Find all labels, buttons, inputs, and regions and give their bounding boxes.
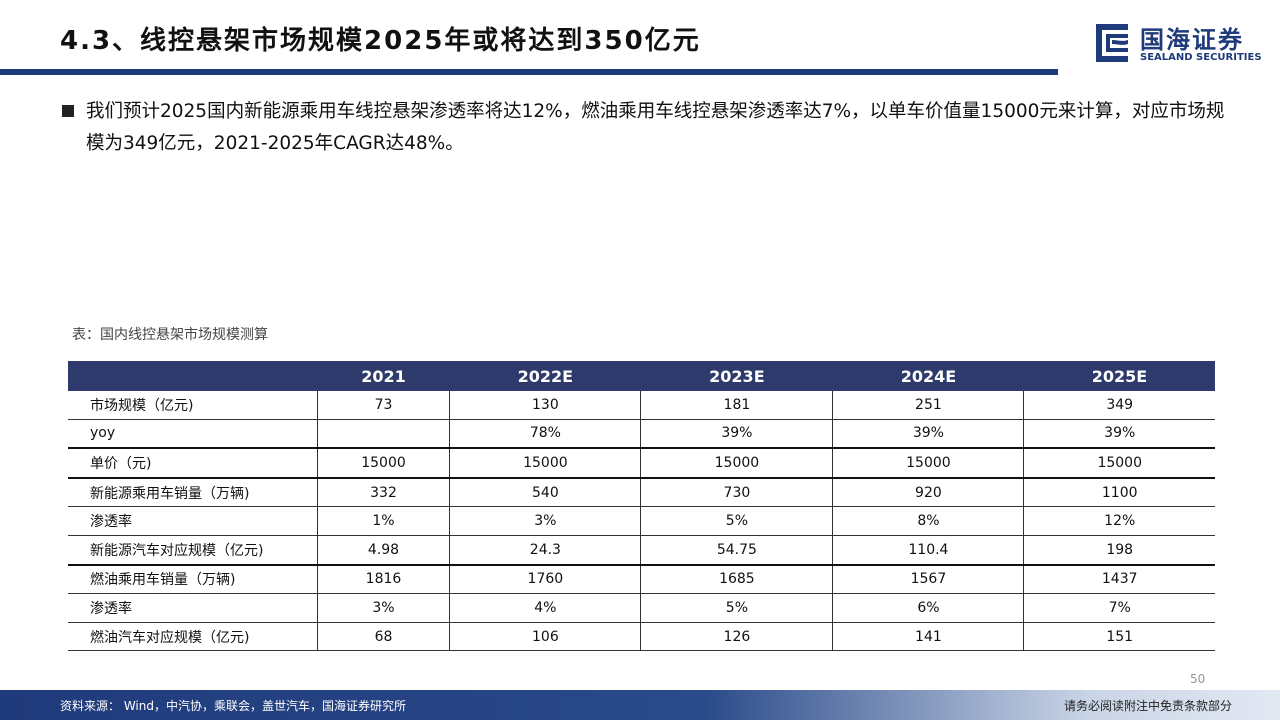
header-cell: 2025E <box>1023 361 1215 391</box>
header-cell: 2023E <box>640 361 833 391</box>
table-cell: 3% <box>316 593 450 623</box>
row-label: 燃油汽车对应规模（亿元) <box>68 622 318 652</box>
table-cell: 920 <box>832 477 1024 508</box>
row-label: 单价（元) <box>68 448 318 479</box>
disclaimer: 请务必阅读附注中免责条款部分 <box>1063 699 1232 713</box>
row-label: 燃油乘用车销量（万辆) <box>68 564 318 595</box>
logo-sub: SEALAND SECURITIES <box>1140 52 1262 63</box>
header-cell: 2022E <box>449 361 641 391</box>
table-cell: 15000 <box>316 448 450 479</box>
table-row: 单价（元) 15000 15000 15000 15000 15000 <box>68 448 1215 479</box>
table-cell: 126 <box>640 622 833 652</box>
table-cell: 1685 <box>640 564 833 595</box>
table-cell: 78% <box>449 419 641 450</box>
table-cell: 39% <box>640 419 833 450</box>
table-cell: 130 <box>449 391 641 420</box>
table-row: 市场规模（亿元) 73 130 181 251 349 <box>68 391 1215 420</box>
table-cell: 1567 <box>832 564 1024 595</box>
logo: 国海证券 SEALAND SECURITIES <box>1092 20 1262 68</box>
row-label: 渗透率 <box>68 506 318 536</box>
logo-name: 国海证券 <box>1140 26 1244 54</box>
table-cell: 6% <box>832 593 1024 623</box>
row-label: 渗透率 <box>68 593 318 623</box>
bullet-text: 我们预计2025国内新能源乘用车线控悬架渗透率将达12%，燃油乘用车线控悬架渗透… <box>62 96 1232 160</box>
table-cell: 39% <box>1023 419 1215 450</box>
table-cell: 7% <box>1023 593 1215 623</box>
table-cell: 3% <box>449 506 641 536</box>
table-cell: 5% <box>640 506 833 536</box>
table-cell: 106 <box>449 622 641 652</box>
table-row: 燃油汽车对应规模（亿元) 68 106 126 141 151 <box>68 622 1215 652</box>
table-cell: 110.4 <box>832 535 1024 566</box>
row-label: 新能源乘用车销量（万辆) <box>68 477 318 508</box>
table-cell: 349 <box>1023 391 1215 420</box>
table-cell: 1760 <box>449 564 641 595</box>
table-cell: 1437 <box>1023 564 1215 595</box>
table-row: 渗透率 1% 3% 5% 8% 12% <box>68 506 1215 536</box>
row-label: yoy <box>68 419 318 450</box>
table-row: yoy 78% 39% 39% 39% <box>68 419 1215 450</box>
table-cell: 15000 <box>640 448 833 479</box>
table-cell: 73 <box>316 391 450 420</box>
table-cell: 141 <box>832 622 1024 652</box>
page-number: 50 <box>1190 672 1206 686</box>
table-cell: 198 <box>1023 535 1215 566</box>
row-label: 市场规模（亿元) <box>68 391 318 420</box>
table-cell: 332 <box>316 477 450 508</box>
table-cell <box>316 419 450 450</box>
table-cell: 151 <box>1023 622 1215 652</box>
logo-icon <box>1096 24 1128 62</box>
table-cell: 5% <box>640 593 833 623</box>
data-table: 2021 2022E 2023E 2024E 2025E 市场规模（亿元) 73 130 181… <box>68 361 1215 652</box>
table-cell: 4.98 <box>316 535 450 566</box>
table-cell: 68 <box>316 622 450 652</box>
table-cell: 15000 <box>832 448 1024 479</box>
header-cell <box>68 361 318 391</box>
table-cell: 540 <box>449 477 641 508</box>
table-cell: 1% <box>316 506 450 536</box>
table-caption: 表：国内线控悬架市场规模测算 <box>72 327 268 343</box>
table-cell: 1100 <box>1023 477 1215 508</box>
table-cell: 39% <box>832 419 1024 450</box>
table-cell: 54.75 <box>640 535 833 566</box>
table-row: 燃油乘用车销量（万辆) 1816 1760 1685 1567 1437 <box>68 564 1215 595</box>
table-row: 渗透率 3% 4% 5% 6% 7% <box>68 593 1215 623</box>
footer-bar <box>0 690 1280 720</box>
table-cell: 181 <box>640 391 833 420</box>
row-label: 新能源汽车对应规模（亿元) <box>68 535 318 566</box>
table-row: 新能源乘用车销量（万辆) 332 540 730 920 1100 <box>68 477 1215 508</box>
table-cell: 12% <box>1023 506 1215 536</box>
table-cell: 24.3 <box>449 535 641 566</box>
source-note: 资料来源： Wind，中汽协，乘联会，盖世汽车，国海证券研究所 <box>60 699 406 713</box>
slide-title: 4.3、线控悬架市场规模2025年或将达到350亿元 <box>60 26 701 56</box>
table-cell: 251 <box>832 391 1024 420</box>
table-cell: 15000 <box>1023 448 1215 479</box>
table-cell: 4% <box>449 593 641 623</box>
header-cell: 2021 <box>317 361 450 391</box>
title-rule <box>0 69 1058 75</box>
header-row: 2021 2022E 2023E 2024E 2025E <box>68 361 1215 391</box>
table-cell: 730 <box>640 477 833 508</box>
table-cell: 8% <box>832 506 1024 536</box>
table-cell: 1816 <box>316 564 450 595</box>
table-row: 新能源汽车对应规模（亿元) 4.98 24.3 54.75 110.4 198 <box>68 535 1215 566</box>
header-cell: 2024E <box>832 361 1024 391</box>
table-cell: 15000 <box>449 448 641 479</box>
